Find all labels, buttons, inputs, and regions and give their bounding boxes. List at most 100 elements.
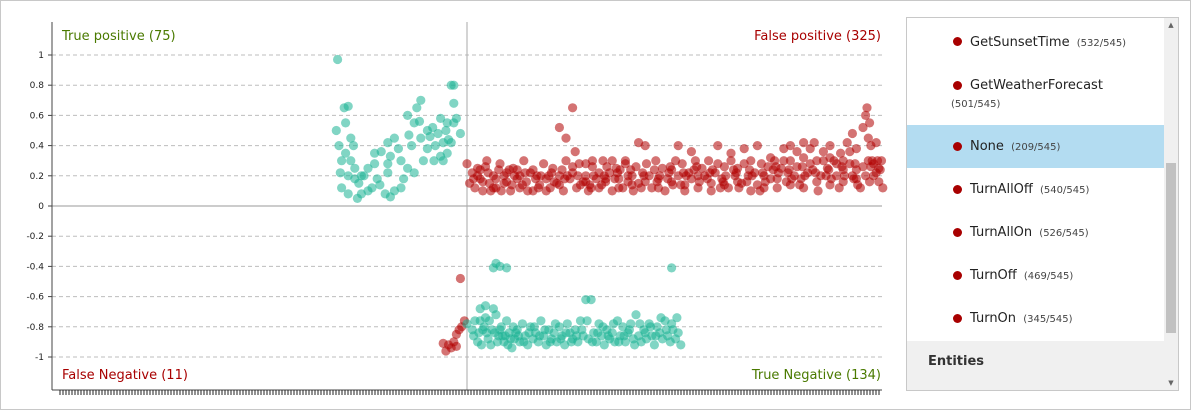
data-point-true-negative bbox=[631, 310, 641, 320]
data-point-false-positive bbox=[694, 177, 704, 187]
data-point-false-positive bbox=[519, 156, 529, 166]
status-dot-icon bbox=[953, 271, 962, 280]
data-point-true-positive bbox=[370, 159, 380, 169]
data-point-false-positive bbox=[800, 171, 810, 181]
data-point-true-positive bbox=[438, 156, 448, 166]
data-point-true-negative bbox=[676, 340, 686, 350]
data-point-true-negative bbox=[540, 325, 550, 335]
data-point-true-positive bbox=[350, 163, 360, 173]
y-tick-label: 1 bbox=[38, 51, 44, 61]
data-point-false-positive bbox=[599, 171, 609, 181]
data-point-true-negative bbox=[556, 334, 566, 344]
data-point-true-negative bbox=[495, 325, 505, 335]
scrollbar-thumb[interactable] bbox=[1166, 163, 1176, 333]
data-point-true-negative bbox=[582, 316, 592, 326]
data-point-false-positive bbox=[665, 162, 675, 172]
data-point-false-positive bbox=[673, 141, 683, 151]
data-point-false-positive bbox=[813, 186, 823, 196]
data-point-true-negative bbox=[561, 328, 571, 338]
list-item-none[interactable]: None (209/545) bbox=[907, 125, 1164, 168]
section-header-entities[interactable]: Entities bbox=[907, 341, 1164, 390]
data-point-false-positive bbox=[812, 156, 822, 166]
data-point-true-negative bbox=[566, 337, 576, 347]
data-point-true-negative bbox=[550, 319, 561, 329]
data-point-false-positive bbox=[568, 103, 578, 113]
scroll-up-icon[interactable]: ▲ bbox=[1168, 21, 1174, 29]
data-point-true-positive bbox=[352, 193, 362, 203]
data-point-false-positive bbox=[692, 162, 702, 172]
data-point-true-negative bbox=[491, 310, 501, 320]
data-point-false-positive bbox=[520, 168, 530, 178]
data-point-false-positive bbox=[818, 147, 829, 157]
data-point-false-positive bbox=[539, 159, 549, 169]
data-point-true-negative bbox=[517, 319, 528, 329]
data-point-false-positive bbox=[865, 118, 875, 128]
data-point-false-positive bbox=[678, 168, 689, 178]
data-point-false-positive bbox=[568, 162, 578, 172]
data-point-false-positive bbox=[626, 165, 636, 175]
list-item-count: (501/545) bbox=[951, 99, 1001, 110]
data-point-true-positive bbox=[416, 133, 426, 143]
quadrant-label-false-negative: False Negative (11) bbox=[62, 368, 188, 383]
data-point-false-positive bbox=[541, 186, 551, 196]
data-point-false-positive bbox=[779, 156, 789, 166]
scatter-chart: 1 0.8 0.6 0.4 0.2 0 -0.2 -0.4 -0.6 -0.8 -1 True po… bbox=[26, 22, 888, 395]
data-point-false-positive bbox=[589, 171, 599, 181]
list-item-turnoff[interactable]: TurnOff (469/545) bbox=[907, 254, 1164, 297]
y-tick-label: -0.8 bbox=[26, 323, 44, 333]
data-point-false-positive bbox=[825, 153, 835, 163]
data-point-true-positive bbox=[346, 133, 356, 143]
data-point-true-positive bbox=[455, 128, 465, 139]
data-point-false-positive bbox=[758, 168, 768, 178]
data-point-true-positive bbox=[341, 118, 351, 128]
y-tick-label: -0.4 bbox=[26, 262, 44, 272]
data-point-false-positive bbox=[612, 168, 623, 178]
intent-list-panel: GetSunsetTime (532/545) GetWeatherForeca… bbox=[906, 17, 1179, 391]
list-item-turnalloff[interactable]: TurnAllOff (540/545) bbox=[907, 168, 1164, 211]
data-point-false-positive bbox=[718, 177, 728, 187]
data-point-true-negative bbox=[587, 337, 598, 347]
data-point-true-positive bbox=[396, 183, 406, 193]
data-point-false-positive bbox=[546, 168, 557, 178]
data-point-false-positive bbox=[628, 186, 638, 196]
data-point-true-negative bbox=[462, 319, 472, 329]
quadrant-label-false-positive: False positive (325) bbox=[754, 29, 881, 44]
data-point-false-positive bbox=[752, 141, 763, 151]
data-point-false-positive bbox=[845, 147, 855, 157]
list-item-turnon[interactable]: TurnOn (345/545) bbox=[907, 297, 1164, 341]
data-point-true-negative bbox=[599, 340, 609, 350]
status-dot-icon bbox=[953, 185, 962, 194]
vertical-scrollbar[interactable]: ▲ ▼ bbox=[1164, 18, 1178, 390]
data-point-false-positive bbox=[784, 165, 794, 175]
list-item-label: TurnAllOff (540/545) bbox=[970, 182, 1090, 197]
data-point-false-positive bbox=[705, 168, 715, 178]
data-point-true-negative bbox=[640, 328, 650, 338]
data-point-false-positive bbox=[620, 159, 631, 169]
intent-list: GetSunsetTime (532/545) GetWeatherForeca… bbox=[907, 18, 1164, 390]
data-point-true-positive bbox=[430, 141, 440, 151]
data-point-false-positive bbox=[663, 174, 673, 184]
y-tick-label: 0.8 bbox=[30, 81, 45, 91]
data-point-true-positive bbox=[449, 98, 459, 108]
data-point-true-negative bbox=[506, 334, 516, 344]
list-item-getsunsettime[interactable]: GetSunsetTime (532/545) bbox=[907, 18, 1164, 62]
list-item-label: GetSunsetTime (532/545) bbox=[970, 35, 1127, 50]
list-item-turnallon[interactable]: TurnAllOn (526/545) bbox=[907, 211, 1164, 254]
status-dot-icon bbox=[953, 81, 962, 90]
data-point-false-negative bbox=[451, 329, 461, 339]
data-point-false-positive bbox=[623, 177, 633, 187]
data-point-false-negative bbox=[441, 346, 451, 356]
data-point-true-positive bbox=[433, 128, 443, 139]
data-point-true-negative bbox=[619, 331, 629, 341]
data-point-true-positive bbox=[449, 118, 459, 128]
data-point-false-positive bbox=[853, 180, 863, 190]
data-point-true-positive bbox=[348, 141, 359, 151]
list-item-getweatherforecast[interactable]: GetWeatherForecast (501/545) bbox=[907, 62, 1164, 125]
data-point-true-negative bbox=[524, 328, 534, 338]
scroll-down-icon[interactable]: ▼ bbox=[1168, 379, 1174, 387]
data-point-false-positive bbox=[704, 156, 714, 166]
data-point-true-negative bbox=[529, 322, 539, 332]
data-point-true-negative bbox=[502, 263, 512, 273]
data-point-false-positive bbox=[499, 171, 509, 181]
data-point-false-positive bbox=[847, 171, 858, 181]
